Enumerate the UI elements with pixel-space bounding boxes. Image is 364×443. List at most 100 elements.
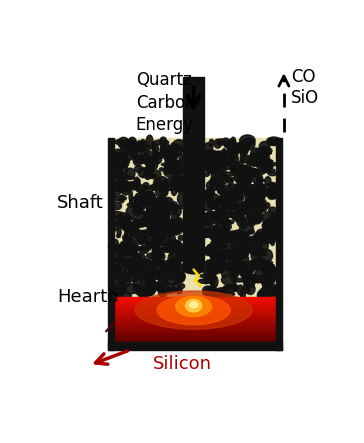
Ellipse shape [214,154,224,165]
Ellipse shape [166,241,178,253]
Bar [114,298,276,342]
Ellipse shape [161,289,169,293]
Ellipse shape [128,182,141,187]
Ellipse shape [249,275,264,283]
Ellipse shape [270,234,275,245]
Ellipse shape [129,266,137,274]
Ellipse shape [255,184,258,195]
Ellipse shape [229,147,238,159]
Ellipse shape [121,264,127,272]
Ellipse shape [111,287,126,292]
Ellipse shape [149,262,157,267]
Ellipse shape [219,214,229,226]
Ellipse shape [135,260,143,265]
Ellipse shape [147,214,152,221]
Ellipse shape [153,144,159,154]
Ellipse shape [204,276,207,284]
Ellipse shape [124,284,138,294]
Ellipse shape [110,212,124,217]
Bar [114,338,276,339]
Ellipse shape [131,247,137,258]
Ellipse shape [206,273,215,282]
Ellipse shape [241,174,252,185]
Text: CO: CO [291,68,316,86]
Ellipse shape [165,159,178,171]
Ellipse shape [236,179,250,183]
Ellipse shape [121,182,130,195]
Ellipse shape [217,139,225,145]
Ellipse shape [215,232,226,243]
Ellipse shape [261,274,273,286]
Ellipse shape [115,179,129,190]
Ellipse shape [114,180,129,192]
Ellipse shape [141,193,152,202]
Ellipse shape [223,160,237,166]
Ellipse shape [117,227,121,237]
Bar [114,317,276,318]
Ellipse shape [128,239,132,246]
Bar [114,307,276,308]
Ellipse shape [130,266,145,272]
Bar [114,315,276,316]
Ellipse shape [135,213,150,225]
Ellipse shape [136,185,147,189]
Ellipse shape [240,245,249,259]
Ellipse shape [247,238,262,245]
Ellipse shape [169,234,175,244]
Ellipse shape [159,151,165,156]
Ellipse shape [142,193,155,200]
Ellipse shape [123,238,128,250]
Ellipse shape [169,160,178,165]
Ellipse shape [209,253,220,258]
Ellipse shape [240,223,254,235]
Ellipse shape [149,268,158,280]
Ellipse shape [142,174,157,178]
Ellipse shape [179,153,183,163]
Ellipse shape [231,249,237,259]
Ellipse shape [135,291,252,329]
Ellipse shape [136,142,147,152]
Ellipse shape [269,284,277,295]
Ellipse shape [261,147,268,152]
Ellipse shape [231,192,242,200]
Ellipse shape [207,202,213,207]
Ellipse shape [158,285,166,298]
Ellipse shape [251,194,264,198]
Ellipse shape [143,272,157,282]
Bar [114,304,276,305]
Ellipse shape [219,198,233,205]
Ellipse shape [260,259,267,272]
Ellipse shape [143,183,149,189]
Ellipse shape [205,150,216,154]
Ellipse shape [270,213,278,225]
Ellipse shape [140,288,155,296]
Ellipse shape [213,249,227,261]
Ellipse shape [108,222,123,225]
Ellipse shape [222,261,226,267]
Ellipse shape [232,213,244,222]
Ellipse shape [174,180,182,190]
Ellipse shape [241,206,250,214]
Ellipse shape [153,180,157,190]
Ellipse shape [257,253,267,256]
Ellipse shape [211,276,218,288]
Ellipse shape [255,269,269,278]
Ellipse shape [229,259,243,267]
Ellipse shape [147,253,157,259]
Ellipse shape [261,232,277,241]
Ellipse shape [214,174,229,184]
Ellipse shape [215,210,224,216]
Ellipse shape [164,152,177,158]
Ellipse shape [211,268,224,272]
Ellipse shape [114,160,119,170]
Ellipse shape [163,164,179,178]
Ellipse shape [171,184,177,195]
Ellipse shape [268,192,274,199]
Ellipse shape [130,232,142,241]
Ellipse shape [213,242,217,247]
Ellipse shape [236,244,250,255]
Ellipse shape [265,151,271,155]
Ellipse shape [235,254,241,264]
Ellipse shape [166,225,180,235]
Ellipse shape [235,142,250,151]
